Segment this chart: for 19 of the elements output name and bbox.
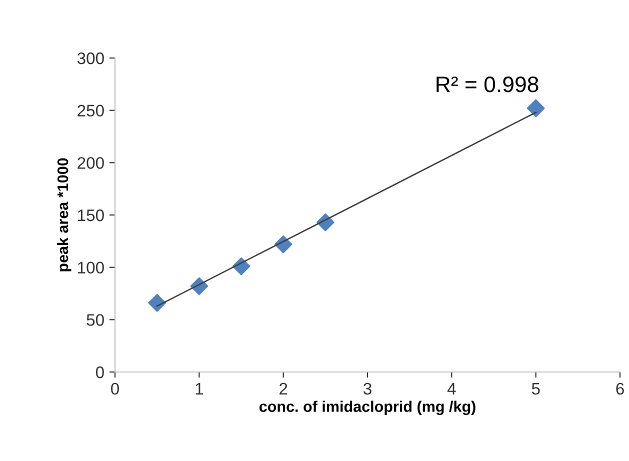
x-tick-label: 5 <box>532 383 540 395</box>
x-tick-label: 3 <box>364 382 372 395</box>
y-axis-title: peak area *1000 <box>56 158 72 272</box>
point <box>148 294 166 312</box>
y-tick-label: 0 <box>96 366 104 378</box>
y-tick-label: 250 <box>78 104 104 117</box>
y-tick-label: 100 <box>78 262 104 274</box>
x-axis-title: conc. of imidacloprid (mg /kg) <box>259 400 476 416</box>
x-tick-label: 2 <box>280 382 288 394</box>
point <box>526 99 545 118</box>
y-tick-label: 50 <box>86 314 104 326</box>
y-tick-label: 200 <box>78 157 104 169</box>
y-tick-label: 300 <box>77 52 104 64</box>
x-tick-label: 6 <box>616 382 624 395</box>
x-tick-label: 4 <box>447 383 456 394</box>
y-tick-label: 150 <box>78 209 104 222</box>
x-tick-label: 0 <box>111 382 119 395</box>
annotation: R² = 0.998 <box>436 76 538 92</box>
x-tick-label: 1 <box>196 383 203 394</box>
